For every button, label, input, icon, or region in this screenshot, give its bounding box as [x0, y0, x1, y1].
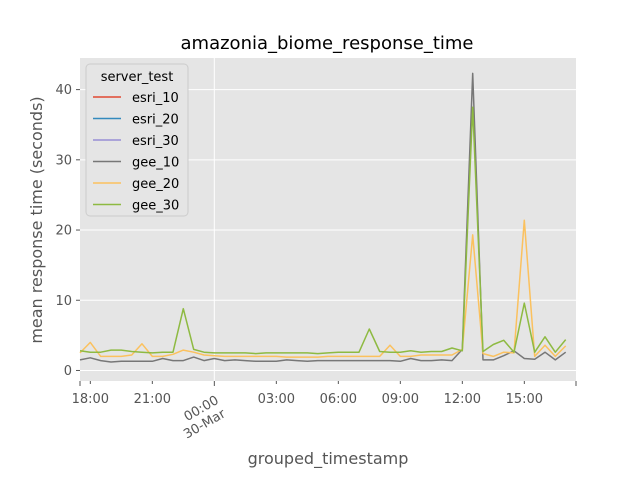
legend-title: server_test: [101, 70, 174, 85]
y-axis-ticks: 0 10 20 30 40: [55, 83, 80, 379]
legend-label: esri_30: [132, 134, 179, 149]
x-tick-label: 18:00: [72, 392, 109, 407]
legend-label: gee_20: [132, 177, 179, 192]
x-tick-label: 15:00: [506, 392, 543, 407]
x-tick-label: 21:00: [134, 392, 171, 407]
legend-label: gee_30: [132, 199, 179, 214]
legend-box: [85, 63, 189, 217]
legend-entries: esri_10 esri_20 esri_30 gee_10 gee_20 gee_30: [93, 91, 179, 214]
legend: server_test esri_10 esri_20 esri_30 gee_10g…: [85, 63, 189, 217]
x-tick-label: 06:00: [320, 392, 357, 407]
legend-label: esri_10: [132, 91, 179, 106]
series-line-gee-10: [79, 72, 567, 363]
series-lines: [79, 72, 567, 363]
y-tick-label: 0: [64, 364, 72, 379]
y-tick-label: 30: [55, 153, 72, 168]
x-tick-label: 09:00: [382, 392, 419, 407]
chart-title: amazonia_biome_response_time: [181, 33, 474, 54]
series-line-gee-30: [79, 106, 567, 355]
legend-label: gee_10: [132, 156, 179, 171]
x-axis-label: grouped_timestamp: [248, 449, 409, 469]
y-tick-label: 10: [55, 294, 72, 309]
series-line-gee-20: [79, 219, 567, 358]
y-tick-label: 40: [55, 83, 72, 98]
y-tick-label: 20: [55, 224, 72, 239]
y-axis-label: mean response time (seconds): [27, 96, 46, 343]
x-tick-label: 03:00: [258, 392, 295, 407]
x-tick-label: 12:00: [444, 392, 481, 407]
legend-label: esri_20: [132, 113, 179, 128]
